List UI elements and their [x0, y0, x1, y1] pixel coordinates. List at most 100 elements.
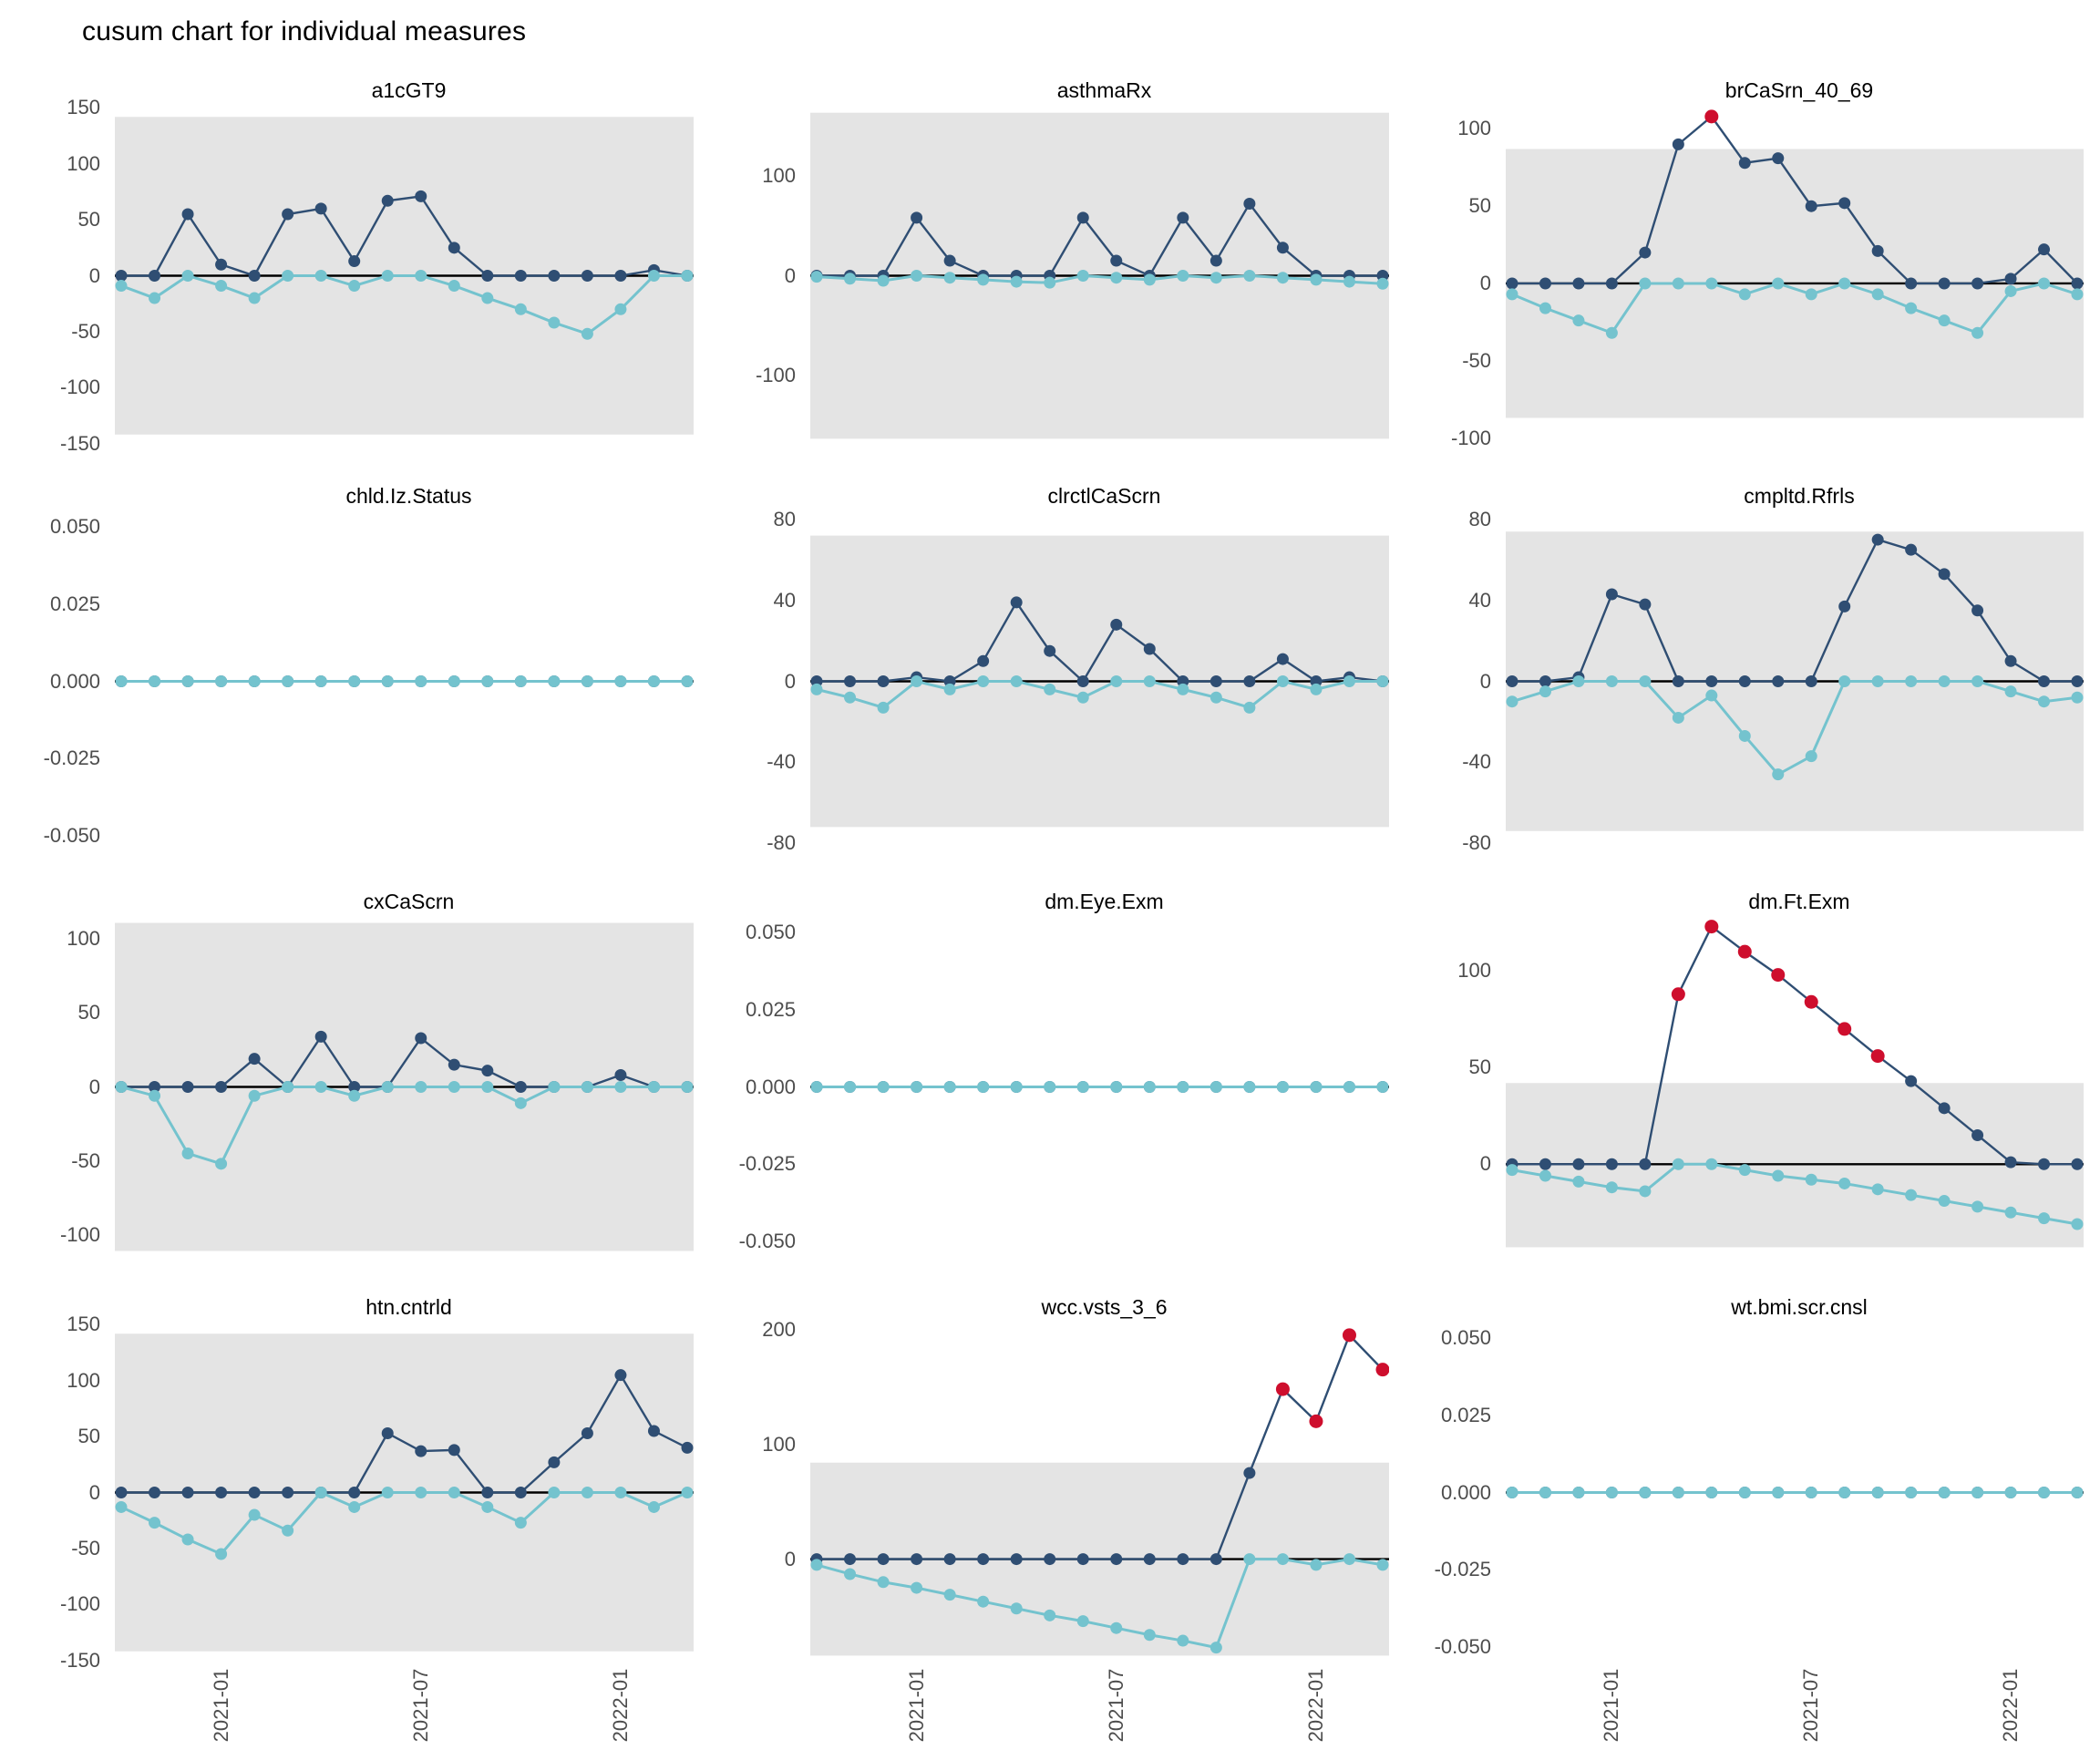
- cusum-lower-point: [1805, 1487, 1817, 1498]
- cusum-lower-point: [481, 675, 494, 687]
- cusum-upper-point: [415, 190, 427, 202]
- cusum-upper-point: [149, 1081, 161, 1093]
- facet-asthmaRx: asthmaRx 100 0 -100: [703, 77, 1398, 482]
- cusum-lower-point: [381, 675, 394, 687]
- cusum-lower-point: [548, 1487, 561, 1498]
- x-axis-tick-label: 2021-01: [1600, 1668, 1623, 1743]
- cusum-lower-point: [1971, 1487, 1984, 1498]
- cusum-lower-point: [2038, 1212, 2051, 1225]
- cusum-lower-point: [481, 1081, 494, 1093]
- cusum-upper-point: [581, 1426, 593, 1439]
- cusum-lower-point: [911, 270, 923, 282]
- y-axis-tick-label: -80: [767, 831, 796, 855]
- chart-panel: [810, 106, 1389, 446]
- y-axis: 100 50 0 -50 -100: [1398, 106, 1506, 448]
- cusum-upper-point: [1044, 644, 1056, 657]
- cusum-upper-point: [943, 675, 956, 687]
- cusum-lower-point: [514, 1096, 527, 1109]
- cusum-upper-point: [181, 1487, 194, 1498]
- cusum-lower-point: [1705, 277, 1718, 290]
- cusum-lower-point: [1938, 675, 1951, 687]
- cusum-upper-point: [1705, 675, 1718, 687]
- cusum-upper-point: [1110, 1553, 1123, 1566]
- cusum-upper-point: [448, 1058, 460, 1071]
- cusum-lower-point: [2071, 1487, 2084, 1498]
- cusum-lower-point: [514, 303, 527, 315]
- cusum-lower-point: [2071, 288, 2084, 301]
- cusum-canvas: [1506, 109, 2084, 418]
- plot-row: 100 50 0 -50 -100: [1398, 106, 2093, 449]
- cusum-canvas: [1506, 920, 2084, 1248]
- cusum-upper-point: [1639, 1158, 1652, 1170]
- cusum-upper-point: [1971, 1128, 1984, 1141]
- cusum-lower-point: [1310, 273, 1323, 286]
- cusum-upper-point: [943, 254, 956, 267]
- cusum-lower-point: [2004, 685, 2017, 698]
- cusum-lower-point: [248, 292, 261, 304]
- cusum-upper-point: [1971, 604, 1984, 617]
- cusum-lower-point: [647, 1500, 660, 1513]
- cusum-lower-point: [1705, 689, 1718, 702]
- cusum-lower-point: [314, 1081, 327, 1093]
- signal-point: [1870, 1049, 1885, 1064]
- x-axis-tick-label: 2021-01: [904, 1668, 928, 1743]
- cusum-upper-point: [614, 1369, 627, 1382]
- cusum-lower-point: [248, 675, 261, 687]
- cusum-lower-point: [1539, 1487, 1551, 1498]
- page-title: cusum chart for individual measures: [82, 16, 527, 46]
- cusum-lower-point: [1044, 1609, 1056, 1621]
- facet-brCaSrn_40_69: brCaSrn_40_69 100 50 0 -50 -100: [1398, 77, 2093, 482]
- signal-point: [1342, 1328, 1356, 1343]
- y-axis-tick-label: 0: [1479, 1152, 1491, 1176]
- cusum-lower-point: [1572, 1175, 1585, 1188]
- cusum-lower-point: [943, 1081, 956, 1093]
- x-axis-tick-label: 2022-01: [1999, 1668, 2023, 1743]
- cusum-upper-point: [1605, 1158, 1618, 1170]
- cusum-upper-point: [481, 1065, 494, 1077]
- facet-title: asthmaRx: [1056, 78, 1152, 102]
- cusum-lower-point: [911, 675, 923, 687]
- cusum-lower-point: [1805, 288, 1817, 301]
- cusum-lower-point: [1738, 1487, 1751, 1498]
- cusum-upper-point: [1539, 1158, 1551, 1170]
- cusum-canvas: [810, 112, 1389, 439]
- cusum-lower-point: [1177, 683, 1189, 695]
- cusum-lower-point: [1044, 1081, 1056, 1093]
- y-axis-tick-label: -40: [1462, 750, 1491, 774]
- y-axis-tick-label: 0.050: [1440, 1325, 1491, 1349]
- cusum-lower-point: [1110, 675, 1123, 687]
- cusum-lower-point: [1672, 277, 1684, 290]
- cusum-lower-point: [977, 1081, 990, 1093]
- cusum-lower-point: [2038, 277, 2051, 290]
- y-axis-tick-label: 200: [762, 1317, 796, 1341]
- plot-row: 80 40 0 -40 -80: [1398, 508, 2093, 854]
- y-axis-tick-label: -40: [767, 750, 796, 774]
- y-axis-tick-label: 0.050: [745, 920, 796, 943]
- y-axis: 150 100 50 0 -50 -100 -150: [7, 1312, 115, 1671]
- cusum-upper-point: [248, 270, 261, 282]
- cusum-lower-point: [348, 1500, 361, 1513]
- facet-title: wcc.vsts_3_6: [1041, 1295, 1168, 1319]
- cusum-lower-point: [282, 1081, 294, 1093]
- cusum-lower-point: [614, 303, 627, 315]
- cusum-upper-point: [115, 270, 128, 282]
- y-axis-tick-label: 0.000: [745, 1075, 796, 1098]
- plot-row: 100 50 0: [1398, 917, 2093, 1257]
- facet-wcc.vsts_3_6: wcc.vsts_3_6 200 100 0 2021-01 2021-07 2022-01: [703, 1293, 1398, 1750]
- y-axis-tick-label: 50: [77, 208, 100, 232]
- cusum-upper-point: [1110, 254, 1123, 267]
- facet-title: cmpltd.Rfrls: [1744, 484, 1855, 508]
- cusum-lower-point: [1605, 675, 1618, 687]
- cusum-lower-point: [115, 1081, 128, 1093]
- cusum-lower-point: [1506, 1164, 1518, 1177]
- y-axis-tick-label: -50: [1462, 348, 1491, 372]
- y-axis-tick-label: -0.050: [738, 1230, 796, 1253]
- cusum-upper-point: [1605, 277, 1618, 290]
- y-axis-tick-label: 100: [67, 1368, 100, 1392]
- plot-row: 0.050 0.025 0.000 -0.025 -0.050: [703, 917, 1398, 1257]
- y-axis-tick-label: 0: [88, 1075, 100, 1098]
- cusum-lower-point: [2071, 691, 2084, 704]
- cusum-lower-point: [1143, 273, 1156, 286]
- cusum-upper-point: [314, 202, 327, 215]
- cusum-upper-point: [977, 1553, 990, 1566]
